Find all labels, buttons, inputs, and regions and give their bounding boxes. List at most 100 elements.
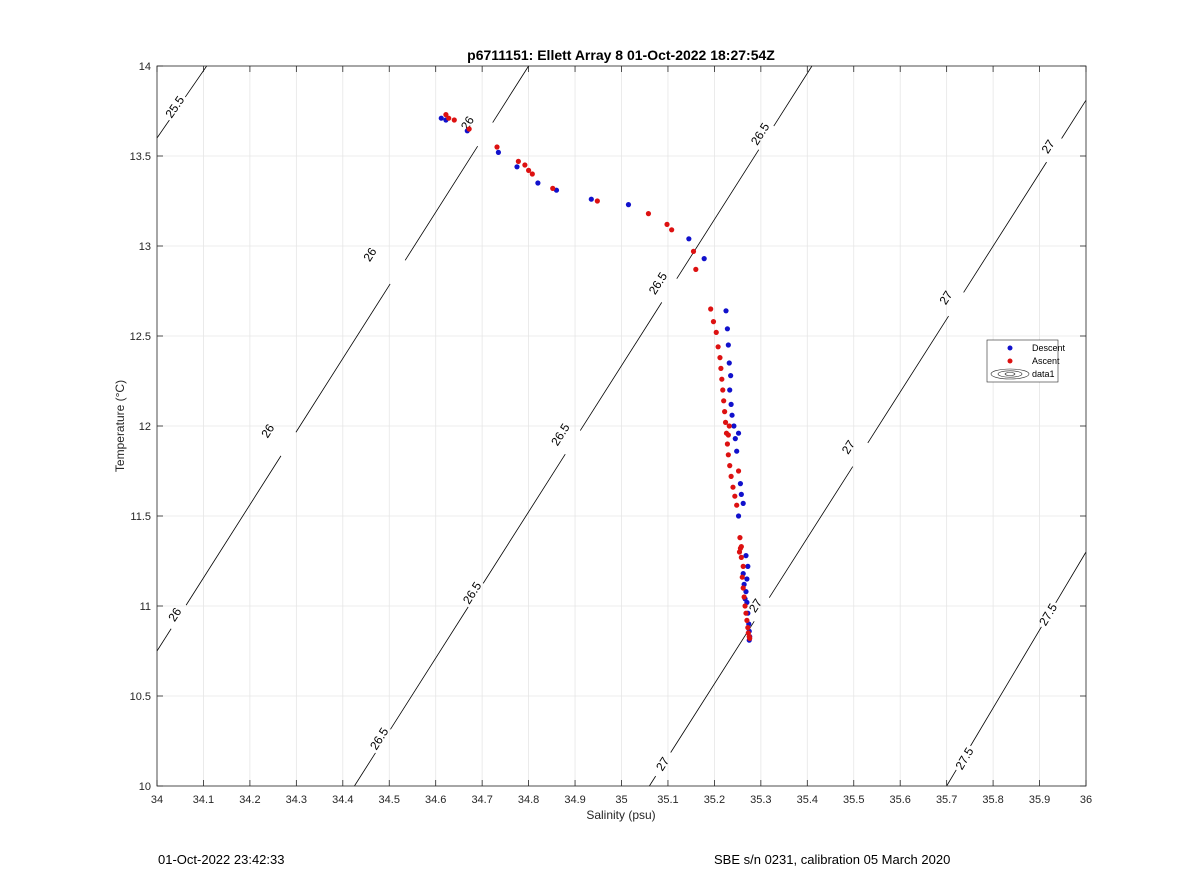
- y-tick-label: 10.5: [130, 691, 151, 703]
- ascent-point: [715, 344, 721, 350]
- isopycnal-line-27: [867, 315, 949, 444]
- descent-point: [625, 202, 632, 208]
- ascent-point: [550, 185, 556, 191]
- isopycnal-line-26.5: [676, 149, 760, 279]
- ascent-point: [724, 441, 731, 447]
- x-tick-label: 36: [1080, 794, 1092, 806]
- descent-point: [495, 149, 502, 155]
- ascent-point: [710, 319, 717, 325]
- legend-descent-label: Descent: [1032, 343, 1066, 353]
- ascent-point: [742, 603, 748, 609]
- ascent-point: [708, 306, 714, 312]
- ascent-point: [721, 398, 727, 404]
- ascent-point: [747, 635, 753, 642]
- ascent-point: [732, 493, 738, 499]
- descent-point: [686, 236, 692, 242]
- descent-point: [535, 180, 541, 186]
- isopycnal-line-25.5: [156, 119, 170, 139]
- x-tick-label: 35.7: [936, 794, 957, 806]
- chart-title: p6711151: Ellett Array 8 01-Oct-2022 18:…: [467, 47, 775, 63]
- y-tick-label: 10: [139, 781, 151, 793]
- descent-point: [744, 576, 750, 582]
- isopycnal-line-27.5: [1055, 551, 1087, 604]
- x-tick-label: 34.2: [239, 794, 260, 806]
- x-tick-label: 35.9: [1029, 794, 1050, 806]
- ascent-point: [725, 452, 731, 458]
- legend-ascent-marker: [1007, 358, 1013, 364]
- y-tick-label: 12: [139, 421, 151, 433]
- ascent-point: [529, 171, 535, 177]
- ascent-point: [739, 574, 745, 580]
- isopycnal-line-27: [670, 621, 755, 753]
- isopycnal-line-26: [156, 628, 172, 652]
- descent-point: [728, 373, 734, 379]
- ascent-point: [515, 158, 521, 164]
- descent-point: [735, 430, 742, 436]
- y-tick-label: 14: [139, 61, 151, 73]
- descent-point: [723, 308, 729, 314]
- descent-point: [728, 401, 734, 407]
- x-tick-label: 35.5: [843, 794, 864, 806]
- ascent-point: [734, 502, 740, 508]
- ascent-point: [594, 198, 600, 204]
- descent-point: [735, 513, 742, 519]
- isopycnal-line-26.5: [390, 606, 469, 730]
- ascent-point: [526, 167, 532, 173]
- descent-point: [725, 342, 731, 348]
- grid-lines: [156, 65, 1087, 787]
- descent-point: [738, 491, 744, 497]
- ascent-point: [466, 126, 472, 132]
- legend-contour-icon: [990, 368, 1030, 380]
- ascent-point: [741, 594, 747, 600]
- isopycnal-line-27: [768, 466, 854, 598]
- x-tick-label: 34.7: [471, 794, 492, 806]
- legend-ascent-label: Ascent: [1032, 356, 1060, 366]
- ascent-point: [669, 227, 675, 233]
- isopycnal-line-26.5: [579, 302, 663, 431]
- x-tick-label: 35.8: [982, 794, 1003, 806]
- ascent-point: [725, 432, 731, 438]
- ascent-point: [717, 355, 723, 361]
- descent-point: [731, 423, 737, 429]
- ascent-point: [744, 617, 750, 624]
- y-tick-label: 12.5: [130, 331, 151, 343]
- ascent-point: [740, 585, 746, 591]
- y-tick-label: 13.5: [130, 151, 151, 163]
- descent-point: [724, 326, 731, 332]
- ascent-point: [727, 463, 733, 469]
- data-points: [438, 112, 753, 643]
- ascent-point: [522, 162, 528, 168]
- ascent-point: [745, 625, 751, 631]
- ascent-point: [451, 117, 457, 123]
- isopycnal-line-27.5: [946, 769, 957, 787]
- ascent-point: [443, 112, 449, 118]
- descent-point: [745, 563, 751, 570]
- isopycnal-line-26: [492, 65, 529, 123]
- ascent-point: [735, 468, 742, 474]
- x-tick-label: 35: [615, 794, 627, 806]
- y-tick-label: 11: [140, 601, 151, 613]
- isopycnal-line-27: [963, 161, 1047, 293]
- ascent-point: [690, 248, 697, 254]
- descent-point: [737, 481, 744, 487]
- ascent-point: [722, 419, 729, 425]
- ascent-point: [743, 610, 749, 616]
- x-axis-label: Salinity (psu): [586, 808, 655, 822]
- descent-point: [732, 436, 738, 442]
- ascent-point: [722, 409, 728, 415]
- x-tick-label: 34.3: [286, 794, 307, 806]
- x-tick-label: 34: [151, 794, 163, 806]
- descent-point: [743, 589, 749, 595]
- ascent-point: [726, 423, 732, 429]
- ascent-point: [718, 365, 724, 371]
- legend: Descent Ascent data1: [986, 339, 1066, 383]
- ascent-point: [737, 545, 744, 552]
- x-tick-label: 34.5: [379, 794, 400, 806]
- descent-point: [727, 387, 733, 393]
- x-tick-label: 34.1: [193, 794, 214, 806]
- descent-point: [734, 448, 740, 454]
- ascent-point: [738, 554, 744, 561]
- isopycnal-line-26: [185, 455, 282, 606]
- descent-point: [740, 500, 746, 506]
- ascent-point: [693, 266, 699, 272]
